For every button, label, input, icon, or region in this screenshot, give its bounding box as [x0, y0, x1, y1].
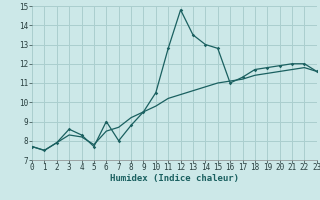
- X-axis label: Humidex (Indice chaleur): Humidex (Indice chaleur): [110, 174, 239, 183]
